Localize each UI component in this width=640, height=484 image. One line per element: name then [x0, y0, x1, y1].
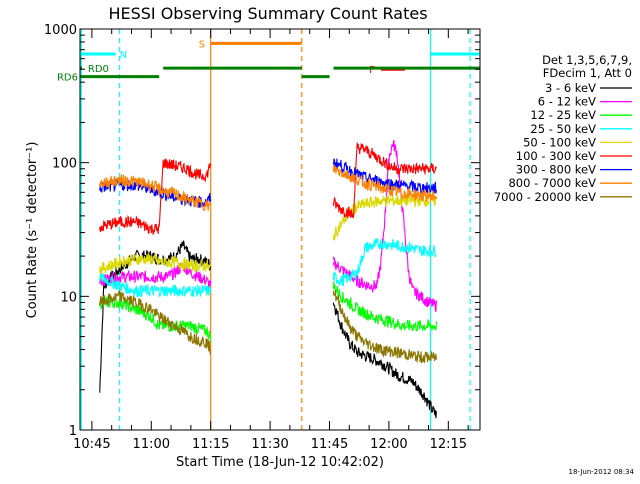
legend-entry-3-6-keV: 3 - 6 keV [545, 81, 596, 95]
series-3-6-keV-trace-1 [333, 304, 437, 419]
series-3-6-keV-trace-0 [99, 240, 212, 390]
plot-frame [79, 28, 481, 431]
y-tick-label-10: 10 [60, 290, 77, 305]
x-tick-label-1100: 11:00 [133, 437, 170, 452]
flag-label-F: F [369, 65, 375, 76]
series-12-25-keV-trace-0 [99, 295, 212, 343]
series-12-25-keV-trace-1 [332, 281, 437, 332]
series-7000-20000-keV-trace-0 [99, 288, 212, 355]
series-800-7000-keV-trace-1 [332, 163, 437, 202]
y-axis-label: Count Rate (s⁻¹ detector⁻¹) [25, 142, 40, 319]
x-tick-label-1215: 12:15 [430, 437, 467, 452]
plot-area: N S F RD0 RD6 1 10 100 1000 10:45 11:00 11:15 11:30 1… [44, 23, 481, 452]
legend-entry-50-100-keV: 50 - 100 keV [523, 135, 596, 149]
legend-header-line-1: Det 1,3,5,6,7,9, [542, 53, 632, 67]
x-tick-label-1130: 11:30 [251, 437, 288, 452]
y-tick-label-1: 1 [69, 424, 77, 439]
flag-label-N: N [120, 50, 127, 61]
series-25-50-keV-trace-0 [99, 271, 212, 298]
legend-entry-100-300-keV: 100 - 300 keV [516, 149, 596, 163]
legend-entry-25-50-keV: 25 - 50 keV [530, 122, 596, 136]
x-tick-label-1200: 12:00 [370, 437, 407, 452]
x-tick-label-1045: 10:45 [73, 437, 110, 452]
series-100-300-keV-trace-1 [332, 142, 437, 219]
x-tick-label-1115: 11:15 [192, 437, 229, 452]
legend-entry-6-12-keV: 6 - 12 keV [538, 95, 596, 109]
legend-entry-800-7000-keV: 800 - 7000 keV [508, 176, 596, 190]
legend-entry-7000-20000-keV: 7000 - 20000 keV [494, 190, 596, 204]
series-6-12-keV-trace-0 [99, 262, 212, 289]
series-800-7000-keV-trace-0 [99, 174, 212, 212]
series-7000-20000-keV-trace-1 [332, 290, 437, 364]
x-axis-label: Start Time (18-Jun-12 10:42:02) [176, 455, 384, 470]
timestamp: 18-Jun-2012 08:34 [569, 468, 635, 476]
flag-label-RD0: RD0 [88, 64, 109, 75]
x-tick-label-1145: 11:45 [311, 437, 348, 452]
y-tick-label-100: 100 [52, 157, 77, 172]
series-25-50-keV-trace-1 [332, 237, 437, 287]
chart-title: HESSI Observing Summary Count Rates [108, 4, 427, 23]
legend-header-line-2: FDecim 1, Att 0 [543, 66, 632, 80]
y-tick-label-1000: 1000 [44, 23, 77, 38]
series-50-100-keV-trace-0 [99, 252, 212, 274]
legend-entry-12-25-keV: 12 - 25 keV [530, 108, 596, 122]
flag-label-S: S [199, 39, 205, 50]
legend-entry-300-800-keV: 300 - 800 keV [516, 163, 596, 177]
series-100-300-keV-trace-0 [99, 158, 212, 235]
side-label-RD6: RD6 [57, 73, 78, 84]
